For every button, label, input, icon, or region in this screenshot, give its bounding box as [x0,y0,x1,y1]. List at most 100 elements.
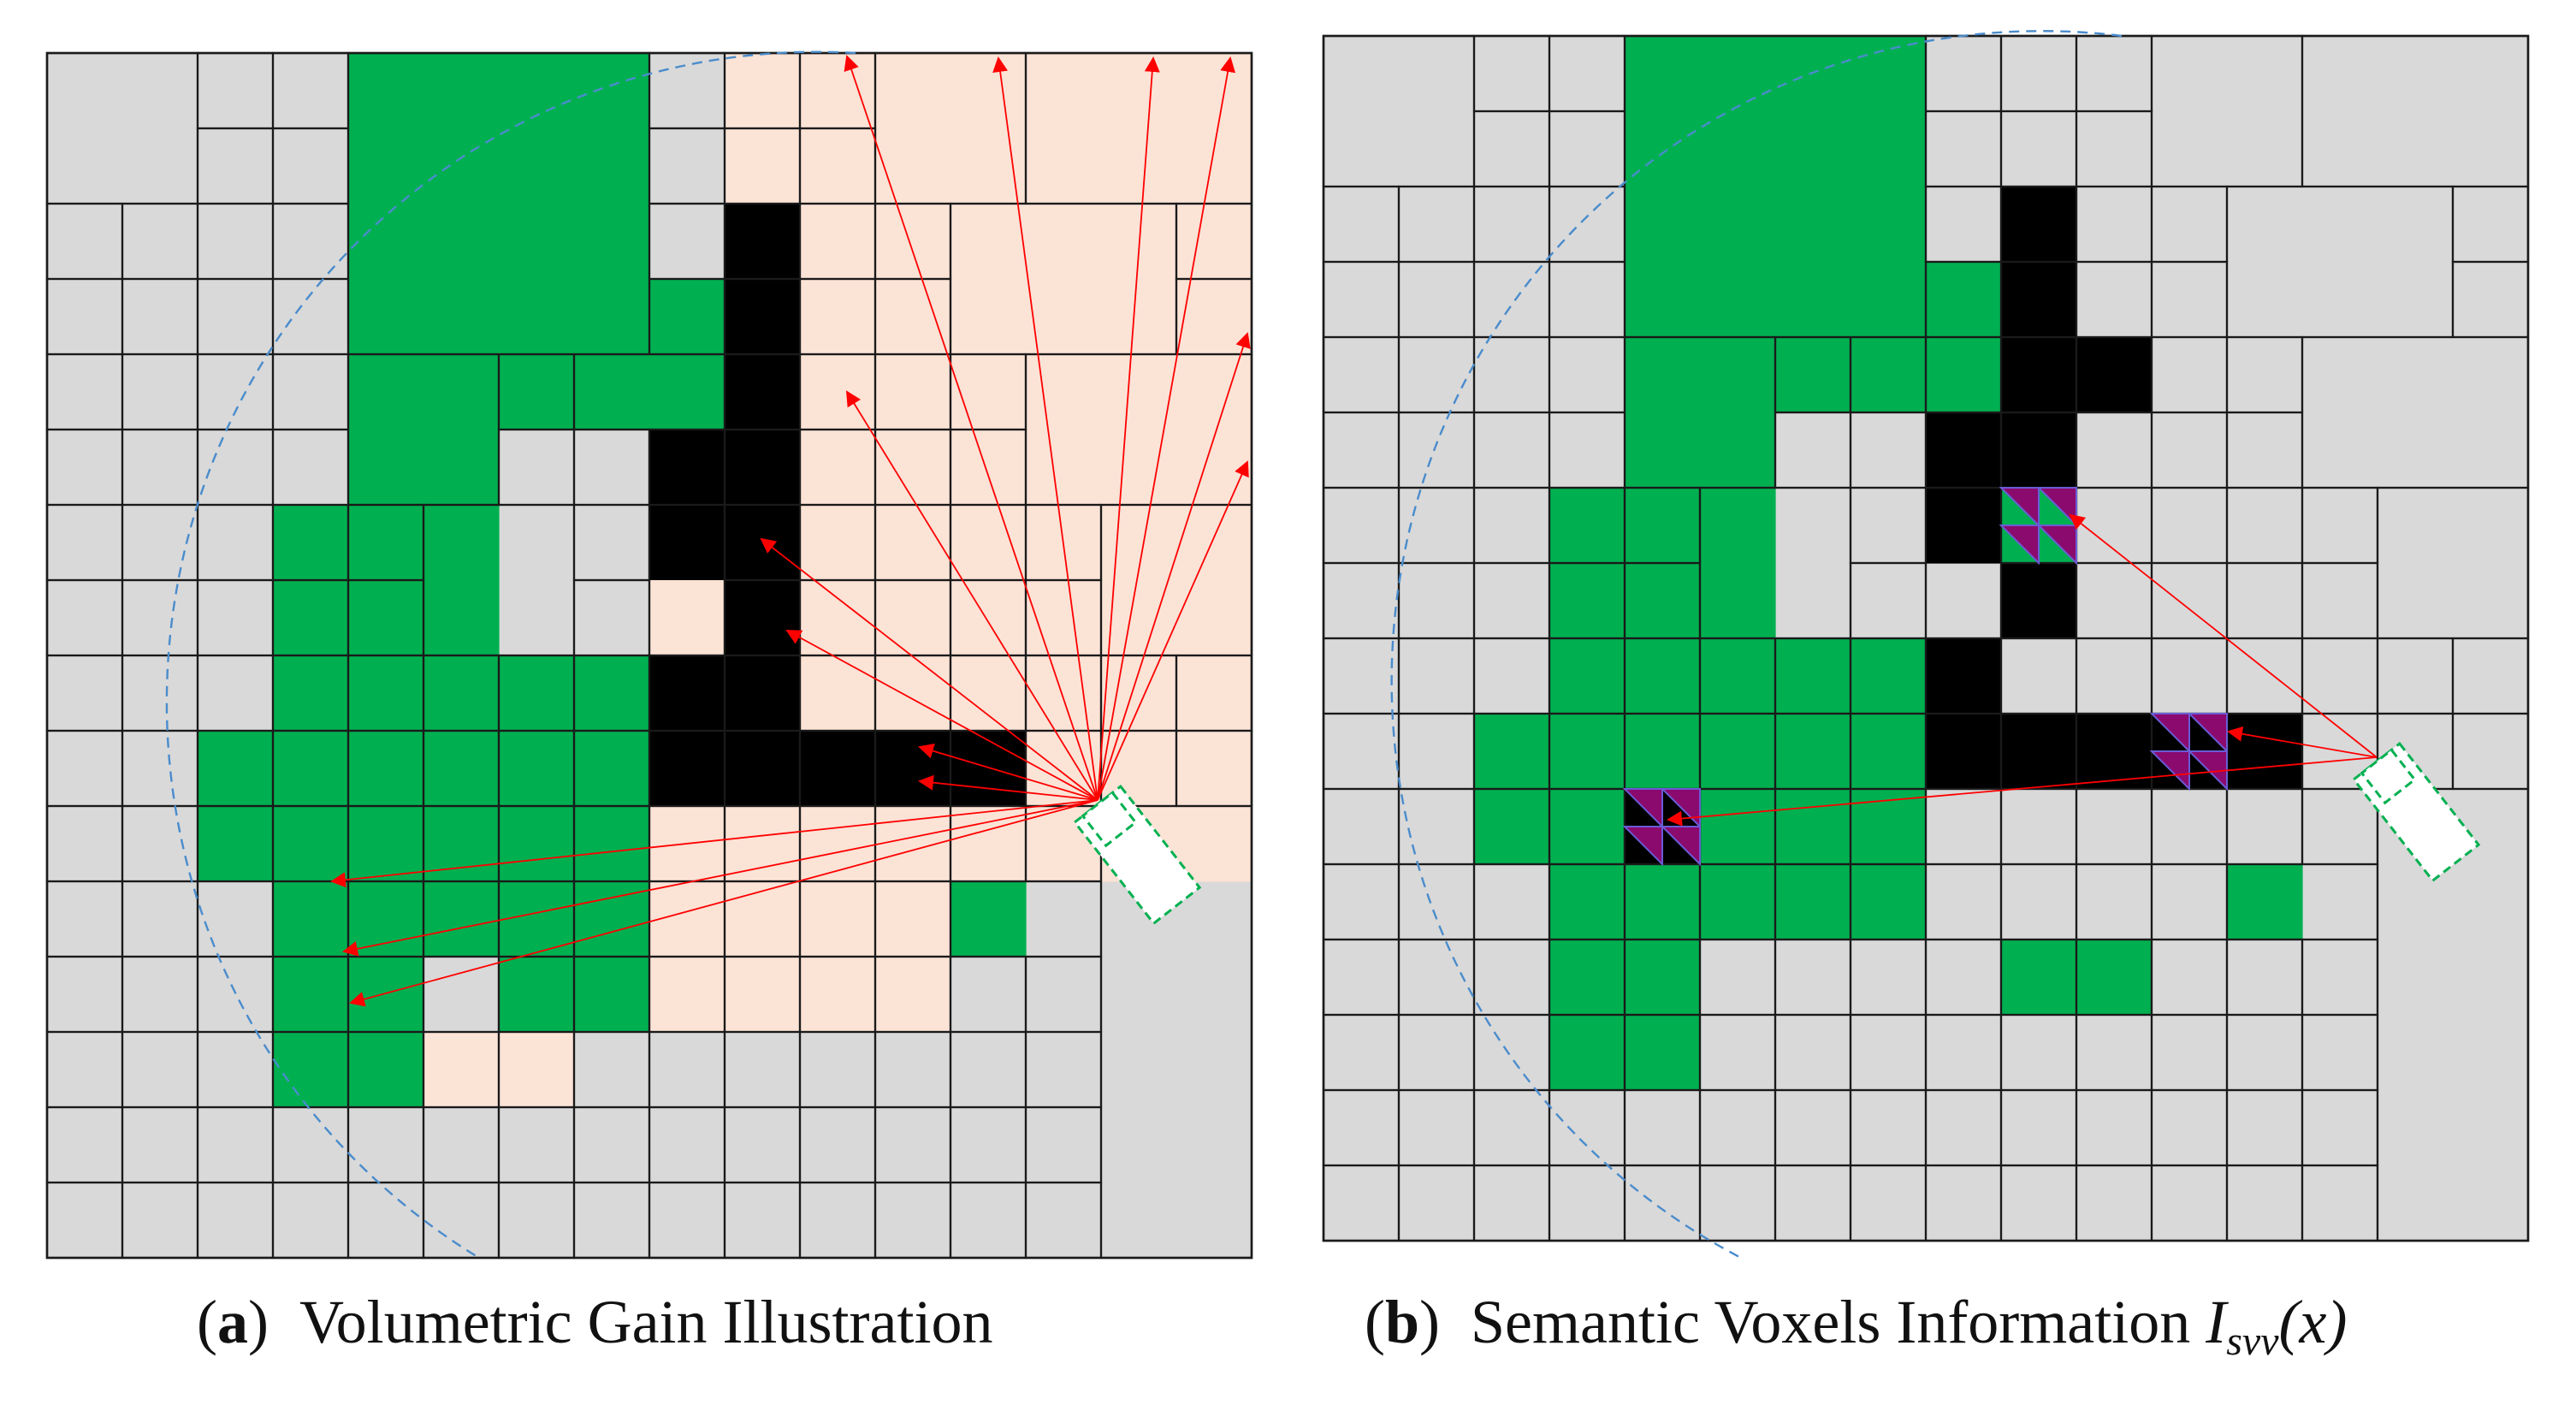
ray-arrow [1097,56,1160,801]
gain-voxel [875,128,951,205]
free-voxel [273,1032,349,1108]
occupied-voxel [725,279,801,355]
occupied-voxel [1926,488,2002,564]
free-voxel [574,53,650,129]
occupied-voxel [2076,714,2153,790]
gain-voxel [423,1032,500,1108]
occupied-voxel [1926,638,2002,714]
caption-b-math-subscript: svv [2226,1319,2279,1364]
free-voxel [273,957,349,1033]
free-voxel [1625,36,1701,112]
free-voxel [574,806,650,882]
ray-arrow [785,630,1099,801]
free-voxel [649,354,725,430]
free-voxel [423,731,500,807]
gain-voxel [950,53,1027,129]
semantic-triangle [1660,826,1701,867]
free-voxel [499,655,575,732]
merged-octree-cell [1924,486,2003,640]
free-voxel [423,354,500,430]
free-voxel [499,881,575,957]
gain-voxel [950,655,1027,732]
gain-voxel [1026,128,1102,205]
ray-arrow [2069,513,2378,758]
volumetric-gain-diagram [45,50,1253,1260]
ray-arrow [845,390,1099,801]
semantic-triangle [1622,826,1663,867]
free-voxel [273,731,349,807]
gain-voxel [1026,655,1102,732]
merged-octree-cell [572,353,726,431]
occupied-voxel [649,655,725,732]
free-voxel [574,128,650,205]
free-voxel [1549,1015,1626,1091]
gain-voxel [1101,655,1177,732]
free-voxel [1851,638,1927,714]
gain-voxel [950,430,1027,506]
gain-voxel [800,354,876,430]
caption-b-math-argument: (x) [2278,1288,2348,1356]
gain-voxel [1026,204,1102,280]
free-voxel [423,128,500,205]
gain-voxel [649,881,725,957]
ray-arrow [349,799,1099,1007]
gain-voxel [1176,354,1252,430]
gain-voxel [875,204,951,280]
free-voxel [1851,864,1927,940]
free-voxel [499,354,575,430]
rays [330,55,1251,1007]
free-voxel [1625,940,1701,1016]
occupied-voxel [725,354,801,430]
gain-voxel [1026,279,1102,355]
gain-voxel [800,204,876,280]
gain-voxel [1176,580,1252,656]
free-voxel [348,354,424,430]
free-voxel [423,806,500,882]
free-voxel [423,655,500,732]
free-voxel [1549,714,1626,790]
semantic-triangle [1999,487,2040,528]
free-voxel [950,881,1027,957]
occupied-voxel [2001,262,2077,338]
occupied-voxel [2076,337,2153,413]
occupied-voxel [725,505,801,581]
gain-voxel [950,354,1027,430]
free-voxel [2001,940,2077,1016]
semantic-triangle [2036,525,2077,566]
merged-octree-cell [1698,486,1852,640]
free-voxel [2076,940,2153,1016]
caption-a: (a) Volumetric Gain Illustration [197,1288,993,1356]
gain-voxel [875,655,951,732]
free-voxel [423,204,500,280]
occupied-voxel [649,430,725,506]
gain-voxel [1176,731,1252,807]
free-voxel [348,806,424,882]
gain-voxel [800,279,876,355]
free-voxel [499,957,575,1033]
free-voxel [1926,262,2002,338]
camera [2352,741,2481,883]
gain-voxel [1176,655,1252,732]
merged-octree-cell [422,503,576,657]
free-voxel [1775,337,1851,413]
gain-voxel [875,957,951,1033]
free-voxel [348,53,424,129]
gain-voxel [1176,279,1252,355]
semantic-triangle [1622,788,1663,829]
camera [1073,784,1202,926]
gain-voxel [950,279,1027,355]
free-voxel [348,1032,424,1108]
free-voxel [1549,789,1626,865]
free-voxel [348,881,424,957]
gain-voxel [1101,53,1177,129]
free-voxel [1775,187,1851,263]
free-voxel [423,430,500,506]
free-voxel [1851,337,1927,413]
free-voxel [1625,1015,1701,1091]
free-voxel [1549,638,1626,714]
gain-voxel [875,580,951,656]
free-voxel [1700,412,1776,489]
occupied-voxel [649,731,725,807]
gain-voxel [1026,354,1102,430]
ray-arrow [918,743,1099,801]
